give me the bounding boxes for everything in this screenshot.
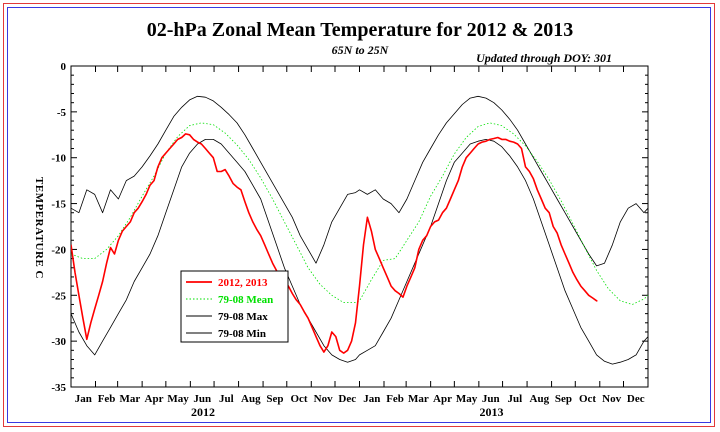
y-tick-label: -20 bbox=[51, 244, 66, 256]
legend: 2012, 2013 79-08 Mean 79-08 Max 79-08 Min bbox=[180, 270, 289, 343]
y-tick-label: -10 bbox=[51, 153, 66, 165]
month-label: Feb bbox=[386, 393, 404, 405]
x-axis: Jan Feb Mar Apr May Jun Jul Aug Sep Oct Nov Dec Jan F… bbox=[70, 66, 645, 419]
month-label: Apr bbox=[145, 393, 164, 405]
month-label: Oct bbox=[290, 393, 307, 405]
month-label: May bbox=[167, 393, 189, 405]
month-label: Dec bbox=[627, 393, 645, 405]
month-label: Aug bbox=[530, 393, 550, 405]
month-label: Jun bbox=[193, 393, 211, 405]
plot-area bbox=[70, 65, 649, 388]
chart-title: 02-hPa Zonal Mean Temperature for 2012 &… bbox=[147, 19, 573, 41]
month-label: Mar bbox=[120, 393, 141, 405]
month-label: Oct bbox=[579, 393, 596, 405]
legend-entry: 79-08 Max bbox=[218, 311, 268, 323]
month-label: Dec bbox=[338, 393, 356, 405]
series-line-79-08-max bbox=[71, 95, 648, 267]
legend-entry: 79-08 Min bbox=[218, 328, 266, 340]
y-tick-label: -30 bbox=[51, 336, 66, 348]
update-note: Updated through DOY: 301 bbox=[476, 51, 612, 65]
month-label: Mar bbox=[408, 393, 429, 405]
month-label: Jan bbox=[363, 393, 380, 405]
year-label: 2013 bbox=[479, 405, 503, 419]
y-tick-label: -5 bbox=[57, 107, 67, 119]
chart-subtitle: 65N to 25N bbox=[332, 43, 390, 57]
month-label: May bbox=[456, 393, 478, 405]
month-label: Aug bbox=[241, 393, 261, 405]
month-label: Nov bbox=[314, 393, 333, 405]
series-line-2012-2013 bbox=[71, 133, 598, 354]
month-label: Apr bbox=[433, 393, 452, 405]
y-tick-label: -15 bbox=[51, 199, 66, 211]
y-tick-label: -25 bbox=[51, 290, 66, 302]
y-axis-label: TEMPERATURE C bbox=[33, 177, 45, 279]
inner-frame bbox=[7, 7, 711, 423]
month-label: Sep bbox=[266, 393, 283, 405]
y-axis: 0 -5 -10 -15 -20 -25 -30 -35 bbox=[51, 61, 648, 394]
month-label: Feb bbox=[98, 393, 116, 405]
series-group bbox=[71, 95, 648, 365]
series-line-79-08-mean bbox=[71, 122, 648, 305]
month-label: Jul bbox=[507, 393, 522, 405]
month-label: Jul bbox=[219, 393, 234, 405]
legend-entry: 2012, 2013 bbox=[218, 277, 268, 289]
month-label: Jun bbox=[482, 393, 500, 405]
legend-entry: 79-08 Mean bbox=[218, 294, 273, 306]
y-tick-label: -35 bbox=[51, 382, 66, 394]
outer-frame bbox=[3, 3, 715, 427]
series-line-79-08-min bbox=[71, 138, 648, 365]
month-label: Jan bbox=[75, 393, 92, 405]
month-label: Sep bbox=[555, 393, 572, 405]
y-tick-label: 0 bbox=[61, 61, 67, 73]
month-label: Nov bbox=[602, 393, 621, 405]
year-label: 2012 bbox=[191, 405, 215, 419]
